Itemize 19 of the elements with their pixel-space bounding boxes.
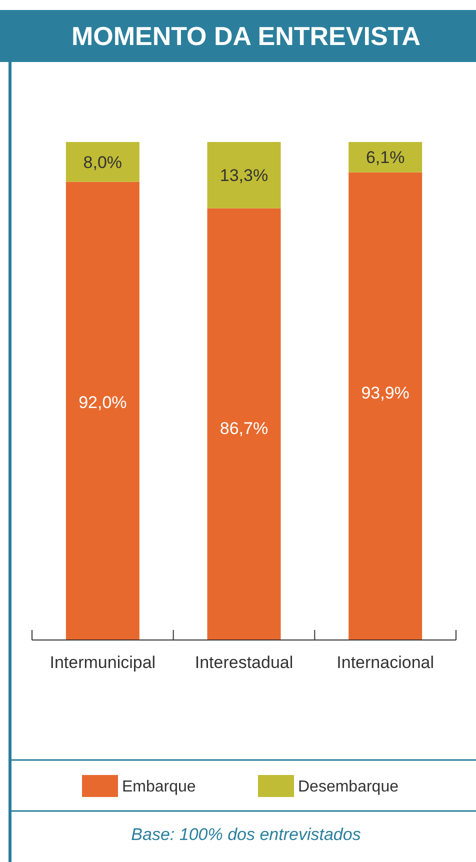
data-label: 93,9% xyxy=(361,383,410,402)
bar xyxy=(66,142,140,182)
data-label: 13,3% xyxy=(220,166,268,186)
bar xyxy=(348,172,422,640)
data-label: 8,0% xyxy=(83,152,122,172)
x-tick-label: Internacional xyxy=(336,652,434,672)
bar xyxy=(207,142,281,208)
x-tick-label: Interestadual xyxy=(194,652,294,672)
legend-label: Desembarque xyxy=(298,778,399,796)
text: Base: 100% dos entrevistados xyxy=(131,824,362,844)
bar xyxy=(207,208,281,640)
chart-title: MOMENTO DA ENTREVISTA xyxy=(71,21,421,52)
data-label: 92,0% xyxy=(78,392,127,412)
data-label: 6,1% xyxy=(366,148,405,168)
legend-label: Embarque xyxy=(122,778,196,796)
bar xyxy=(66,182,140,640)
x-tick-label: Intermunicipal xyxy=(50,652,156,672)
bar xyxy=(348,142,422,172)
data-label: 86,7% xyxy=(220,419,268,438)
